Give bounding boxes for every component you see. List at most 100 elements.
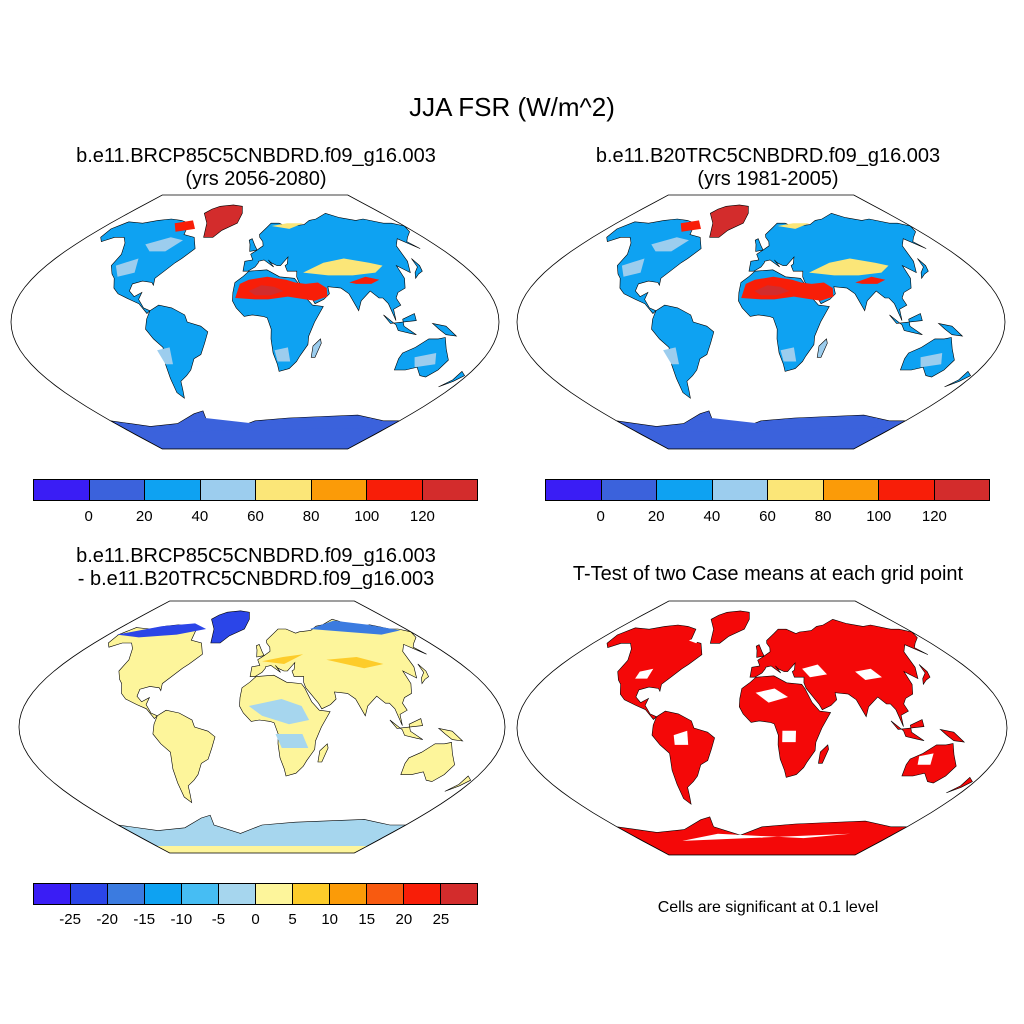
land-japan bbox=[918, 664, 931, 686]
colorbar-historical bbox=[545, 479, 990, 501]
land-nz bbox=[438, 370, 466, 388]
colorbar-swatch bbox=[546, 480, 602, 500]
colorbar-tick-label: -25 bbox=[59, 911, 81, 928]
colorbar-swatch bbox=[712, 480, 768, 500]
land-indonesia bbox=[389, 718, 423, 740]
field-region bbox=[248, 285, 284, 296]
colorbar-tick-label: 40 bbox=[191, 508, 209, 525]
land-southamerica bbox=[651, 304, 715, 399]
colorbar-tick-label: 40 bbox=[703, 508, 721, 525]
colorbar-swatch bbox=[256, 884, 293, 904]
field-region bbox=[275, 734, 309, 748]
field-region bbox=[780, 347, 797, 362]
land-northamerica bbox=[606, 218, 702, 314]
land-greenland bbox=[203, 204, 243, 238]
field-region bbox=[274, 347, 291, 362]
map-difference bbox=[18, 600, 506, 854]
land-japan bbox=[917, 258, 929, 280]
colorbar-tick-label: 60 bbox=[759, 508, 776, 525]
colorbar-swatch bbox=[422, 480, 477, 500]
field-region bbox=[303, 258, 383, 276]
colorbar-swatch bbox=[34, 480, 90, 500]
colorbar-tick-label: 5 bbox=[288, 911, 297, 928]
colorbar-tick-label: 80 bbox=[302, 508, 320, 525]
colorbar-difference-ticks: -25 -20 -15 -10 -5 0 5 10 15 20 25 bbox=[33, 911, 478, 931]
land-britain bbox=[755, 644, 765, 658]
colorbar-swatch bbox=[108, 884, 145, 904]
map-frame bbox=[516, 600, 1008, 856]
colorbar-tick-label: 25 bbox=[432, 911, 450, 928]
field-region bbox=[920, 353, 943, 368]
colorbar-tick-label: 20 bbox=[647, 508, 665, 525]
map-frame bbox=[18, 600, 506, 854]
colorbar-swatch bbox=[145, 480, 201, 500]
field-region bbox=[349, 276, 380, 284]
colorbar-tick-label: 0 bbox=[84, 508, 93, 525]
field-region bbox=[151, 418, 373, 433]
land-greenland bbox=[709, 204, 749, 238]
land-madagascar bbox=[317, 743, 329, 763]
colorbar-swatch bbox=[89, 480, 145, 500]
land-northamerica bbox=[100, 218, 196, 314]
field-region bbox=[414, 353, 437, 368]
land-britain bbox=[248, 238, 258, 252]
colorbar-tick-label: 80 bbox=[814, 508, 832, 525]
colorbar-tick-label: -5 bbox=[211, 911, 226, 928]
field-region bbox=[635, 668, 654, 679]
colorbar-swatch bbox=[330, 884, 367, 904]
panel-title-ttest-line1: T-Test of two Case means at each grid po… bbox=[572, 563, 964, 585]
colorbar-tick-label: 100 bbox=[866, 508, 892, 525]
panel-title-historical-line1: b.e11.B20TRC5CNBDRD.f09_g16.003 bbox=[595, 145, 941, 167]
panel-title-future-line1: b.e11.BRCP85C5CNBDRD.f09_g16.003 bbox=[76, 145, 436, 167]
land-madagascar bbox=[818, 744, 829, 764]
field-region bbox=[782, 730, 796, 743]
colorbar-swatch bbox=[367, 884, 404, 904]
field-region bbox=[680, 220, 701, 232]
field-region bbox=[271, 223, 304, 229]
land-japan bbox=[411, 258, 423, 280]
land-southamerica bbox=[152, 709, 216, 804]
colorbar-swatch bbox=[441, 884, 477, 904]
colorbar-swatch bbox=[311, 480, 367, 500]
colorbar-swatch bbox=[145, 884, 182, 904]
field-region bbox=[115, 258, 139, 277]
field-region bbox=[248, 699, 310, 725]
land-britain bbox=[255, 643, 265, 658]
field-region bbox=[802, 664, 827, 678]
land-newguinea bbox=[431, 322, 458, 337]
land-antarctica bbox=[616, 816, 908, 855]
land-newguinea bbox=[937, 322, 964, 337]
colorbar-tick-label: 20 bbox=[135, 508, 153, 525]
land-greenland bbox=[210, 610, 250, 644]
land-eurasia bbox=[749, 618, 929, 727]
main-title: JJA FSR (W/m^2) bbox=[409, 92, 615, 122]
map-frame bbox=[10, 194, 500, 450]
colorbar-tick-label: 120 bbox=[921, 508, 947, 525]
colorbar-swatch bbox=[601, 480, 657, 500]
land-nz bbox=[946, 776, 973, 794]
panel-title-historical-line2: (yrs 1981-2005) bbox=[697, 168, 839, 190]
field-region bbox=[809, 258, 889, 276]
field-region bbox=[262, 654, 304, 664]
field-region bbox=[682, 833, 851, 841]
land-newguinea bbox=[437, 727, 464, 742]
land-nz bbox=[444, 775, 472, 792]
colorbar-swatch bbox=[404, 884, 441, 904]
land-newguinea bbox=[939, 728, 966, 743]
colorbar-tick-label: 20 bbox=[395, 911, 413, 928]
land-nz bbox=[944, 370, 972, 388]
colorbar-swatch bbox=[293, 884, 330, 904]
field-region bbox=[754, 285, 790, 296]
field-region bbox=[663, 347, 679, 365]
land-southamerica bbox=[651, 710, 715, 805]
colorbar-swatch bbox=[768, 480, 824, 500]
colorbar-swatch bbox=[219, 884, 256, 904]
colorbar-swatch bbox=[71, 884, 108, 904]
colorbar-swatch bbox=[823, 480, 879, 500]
colorbar-tick-label: 10 bbox=[321, 911, 338, 928]
panel-title-difference-line1: b.e11.BRCP85C5CNBDRD.f09_g16.003 bbox=[76, 545, 436, 567]
significance-note: Cells are significant at 0.1 level bbox=[657, 899, 879, 916]
colorbar-tick-label: -15 bbox=[133, 911, 156, 928]
colorbar-swatch bbox=[200, 480, 256, 500]
map-ttest bbox=[516, 600, 1008, 856]
